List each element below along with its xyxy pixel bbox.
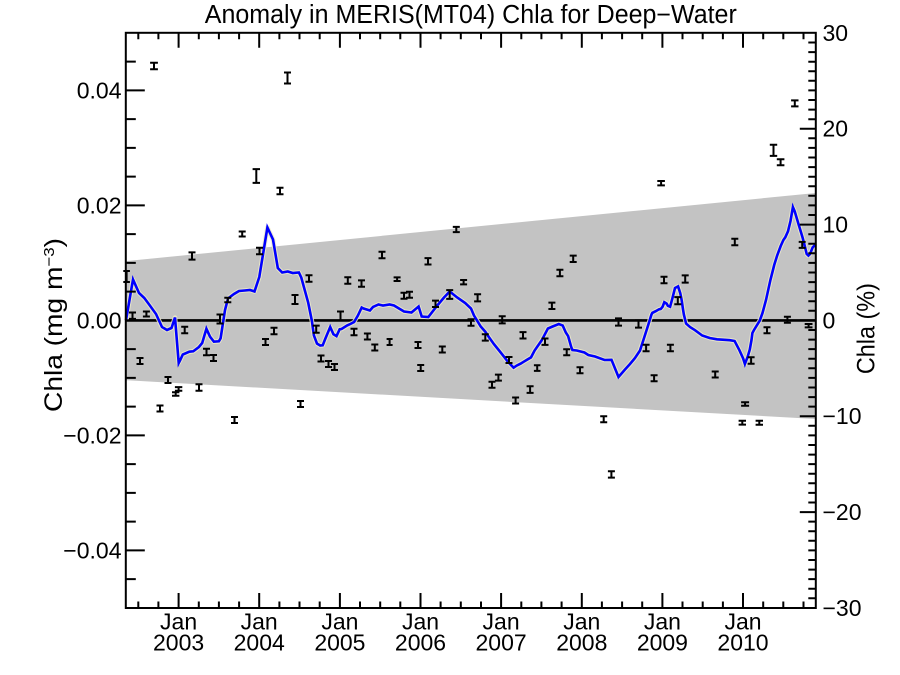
svg-text:Jan: Jan (241, 609, 278, 635)
svg-text:−30: −30 (823, 595, 862, 621)
svg-text:−10: −10 (823, 403, 862, 429)
svg-text:2008: 2008 (556, 630, 607, 656)
svg-text:2010: 2010 (717, 630, 768, 656)
svg-text:Jan: Jan (483, 609, 520, 635)
svg-text:10: 10 (823, 212, 849, 238)
svg-text:2005: 2005 (314, 630, 365, 656)
svg-text:Jan: Jan (724, 609, 761, 635)
svg-text:0.00: 0.00 (77, 307, 122, 333)
svg-text:Jan: Jan (563, 609, 600, 635)
svg-text:2009: 2009 (637, 630, 688, 656)
svg-text:Jan: Jan (160, 609, 197, 635)
svg-text:Anomaly in MERIS(MT04) Chla fo: Anomaly in MERIS(MT04) Chla for Deep−Wat… (205, 1, 737, 29)
svg-text:−20: −20 (823, 499, 862, 525)
svg-text:30: 30 (823, 20, 849, 46)
svg-text:2006: 2006 (395, 630, 446, 656)
svg-text:0.04: 0.04 (77, 77, 122, 103)
svg-text:20: 20 (823, 116, 849, 142)
svg-text:−0.04: −0.04 (63, 537, 121, 563)
svg-text:2007: 2007 (476, 630, 527, 656)
svg-text:Jan: Jan (321, 609, 358, 635)
svg-text:0.02: 0.02 (77, 192, 122, 218)
svg-text:Chla (%): Chla (%) (853, 283, 881, 374)
svg-text:0: 0 (823, 307, 836, 333)
svg-text:2004: 2004 (234, 630, 285, 656)
svg-text:Jan: Jan (402, 609, 439, 635)
svg-text:−0.02: −0.02 (63, 422, 121, 448)
svg-text:2003: 2003 (153, 630, 204, 656)
svg-text:Chla (mg m−3): Chla (mg m−3) (40, 238, 68, 412)
svg-text:Jan: Jan (644, 609, 681, 635)
